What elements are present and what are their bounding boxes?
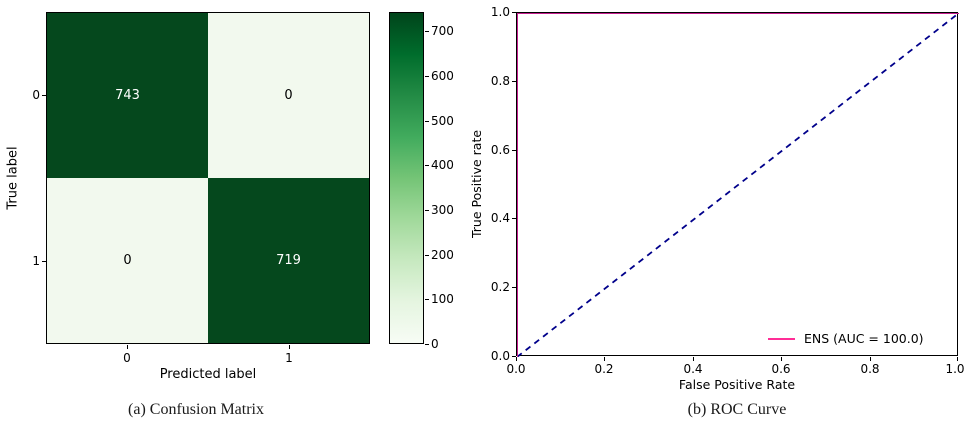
colorbar-tick-mark xyxy=(425,165,429,166)
colorbar-tick-200: 200 xyxy=(431,247,454,262)
cm-value-1-0: 0 xyxy=(123,253,132,268)
roc-lines-svg xyxy=(517,13,959,357)
legend-line-sample xyxy=(768,338,795,340)
colorbar-labels: 700 600 500 400 300 200 100 0 xyxy=(431,12,465,350)
roc-x-axis-label: False Positive Rate xyxy=(678,377,796,392)
colorbar-tick-mark xyxy=(425,121,429,122)
roc-y-tick-mark xyxy=(512,150,516,151)
roc-x-tick-mark xyxy=(781,357,782,361)
cm-y-tick-mark xyxy=(42,261,46,262)
roc-y-tick-0.0: 0.0 xyxy=(490,349,510,363)
roc-x-tick-0.2: 0.2 xyxy=(594,362,614,376)
colorbar-tick-mark xyxy=(425,299,429,300)
roc-y-tick-0.8: 0.8 xyxy=(490,74,510,88)
roc-x-tick-1.0: 1.0 xyxy=(945,362,965,376)
colorbar-tick-mark xyxy=(425,344,429,345)
roc-x-tick-mark xyxy=(957,357,958,361)
roc-y-tick-0.4: 0.4 xyxy=(490,211,510,225)
roc-y-tick-mark xyxy=(512,81,516,82)
colorbar-tick-300: 300 xyxy=(431,202,454,217)
colorbar-tick-100: 100 xyxy=(431,292,454,307)
roc-y-tick-mark xyxy=(512,356,516,357)
cm-y-axis-label: True label xyxy=(5,146,21,210)
roc-x-tick-mark xyxy=(604,357,605,361)
caption-a: (a) Confusion Matrix xyxy=(128,401,264,418)
colorbar-tick-mark xyxy=(425,76,429,77)
cm-cell-0-1: 0 xyxy=(208,13,369,178)
roc-y-tick-0.6: 0.6 xyxy=(490,143,510,157)
colorbar-tick-mark xyxy=(425,31,429,32)
roc-plot-area xyxy=(516,12,959,357)
roc-x-tick-mark xyxy=(516,357,517,361)
colorbar xyxy=(389,12,424,344)
colorbar-tick-600: 600 xyxy=(431,69,454,84)
roc-x-tick-0.4: 0.4 xyxy=(683,362,703,376)
roc-y-tick-mark xyxy=(512,287,516,288)
cm-x-tick-mark xyxy=(289,345,290,349)
roc-y-tick-1.0: 1.0 xyxy=(490,5,510,19)
cm-x-tick-0: 0 xyxy=(123,351,131,365)
cm-x-tick-1: 1 xyxy=(285,351,293,365)
roc-x-tick-0.0: 0.0 xyxy=(506,362,526,376)
roc-legend: ENS (AUC = 100.0) xyxy=(768,331,924,347)
cm-value-0-1: 0 xyxy=(284,88,293,103)
roc-x-tick-0.6: 0.6 xyxy=(771,362,791,376)
roc-x-tick-0.8: 0.8 xyxy=(860,362,880,376)
roc-x-tick-mark xyxy=(870,357,871,361)
cm-x-tick-mark xyxy=(127,345,128,349)
colorbar-tick-700: 700 xyxy=(431,24,454,39)
colorbar-tick-mark xyxy=(425,210,429,211)
cm-cell-0-0: 743 xyxy=(47,13,208,178)
cm-value-0-0: 743 xyxy=(115,88,140,103)
colorbar-tick-400: 400 xyxy=(431,158,454,173)
roc-x-tick-mark xyxy=(693,357,694,361)
roc-y-tick-mark xyxy=(512,12,516,13)
colorbar-tick-mark xyxy=(425,255,429,256)
cm-y-tick-0: 0 xyxy=(32,88,40,102)
legend-label: ENS (AUC = 100.0) xyxy=(804,330,924,346)
caption-b: (b) ROC Curve xyxy=(687,401,787,418)
confusion-matrix: 743 0 0 719 xyxy=(46,12,370,344)
cm-value-1-1: 719 xyxy=(276,253,301,268)
colorbar-tick-500: 500 xyxy=(431,113,454,128)
cm-cell-1-0: 0 xyxy=(47,178,208,343)
roc-y-axis-label: True Positive rate xyxy=(468,129,484,239)
roc-y-tick-mark xyxy=(512,218,516,219)
roc-y-tick-0.2: 0.2 xyxy=(490,280,510,294)
cm-y-tick-1: 1 xyxy=(32,254,40,268)
cm-x-axis-label: Predicted label xyxy=(159,367,257,382)
colorbar-tick-0: 0 xyxy=(431,337,439,351)
cm-cell-1-1: 719 xyxy=(208,178,369,343)
cm-y-tick-mark xyxy=(42,95,46,96)
